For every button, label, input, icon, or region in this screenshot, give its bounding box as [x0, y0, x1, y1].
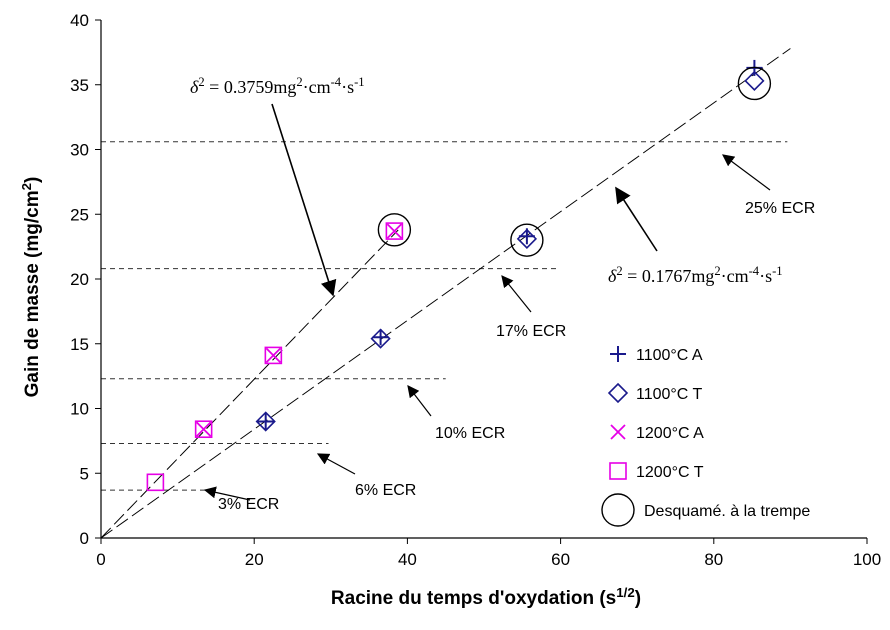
- superscript: 2: [198, 75, 204, 89]
- formula-upper: δ2 = 0.3759mg2·cm-4·s-1: [190, 75, 365, 97]
- y-tick-label: 40: [70, 11, 89, 30]
- x-stroke-2: [610, 424, 626, 440]
- diamond-marker: [516, 228, 538, 249]
- square-marker: [385, 222, 404, 240]
- y-axis-label: Gain de masse (mg/cm2): [19, 177, 44, 398]
- y-tick-label: 5: [80, 464, 89, 483]
- text-span: ): [22, 177, 43, 183]
- ecr-label: 3% ECR: [218, 496, 279, 513]
- x-tick-label: 40: [398, 550, 417, 569]
- circle-marker: [377, 213, 412, 247]
- square-marker: [609, 462, 627, 480]
- ecr-arrow: [501, 275, 532, 313]
- diamond-marker: [744, 70, 765, 91]
- x-stroke-2: [265, 347, 281, 364]
- x-tick-label: 80: [704, 550, 723, 569]
- ecr-label: 10% ECR: [435, 425, 505, 442]
- text-span: ·cm: [721, 266, 749, 286]
- formula-upper-arrow: [271, 103, 337, 297]
- square-marker: [194, 420, 213, 439]
- text-span: Racine du temps d'oxydation (s: [331, 588, 616, 609]
- x-tick-label: 100: [853, 550, 881, 569]
- legend-label: 1100°C T: [636, 386, 703, 403]
- legend-label: Desquamé. à la trempe: [644, 503, 810, 520]
- legend-label: 1100°C A: [636, 347, 703, 364]
- square-marker: [146, 473, 165, 492]
- text-span: ·s: [341, 77, 354, 97]
- x-marker: [610, 424, 626, 440]
- fit-line-1: [100, 229, 399, 539]
- superscript: 2: [296, 75, 302, 89]
- y-tick-label: 20: [70, 270, 89, 289]
- superscript: 2: [616, 264, 622, 278]
- series-plus: [257, 59, 763, 430]
- ecr-label: 25% ECR: [745, 200, 815, 217]
- series-square: [146, 222, 404, 492]
- superscript: 2: [714, 264, 720, 278]
- superscript: 2: [19, 183, 34, 190]
- series-circle: [377, 66, 772, 257]
- fit-line-2: [100, 48, 791, 539]
- text-span: δ: [608, 266, 617, 286]
- fit-lines: [100, 48, 791, 539]
- text-span: ): [635, 588, 641, 609]
- ecr-label: 17% ECR: [496, 323, 566, 340]
- square-marker: [264, 346, 283, 365]
- y-tick-label: 30: [70, 141, 89, 160]
- text-span: = 0.1767mg: [623, 266, 715, 286]
- legend: 1100°C A 1100°C T 1200°C A 1200°C T Desquamé…: [601, 346, 810, 527]
- text-span: Gain de masse (mg/cm: [22, 190, 43, 397]
- text-span: ·cm: [303, 77, 331, 97]
- superscript: -4: [331, 75, 342, 89]
- y-tick-label: 15: [70, 335, 89, 354]
- ecr-arrow: [407, 385, 432, 417]
- circle-marker: [601, 493, 635, 527]
- circle-marker: [510, 223, 544, 257]
- formula-lower-arrow: [615, 186, 658, 252]
- x-marker: [265, 347, 281, 364]
- x-stroke-2: [196, 421, 212, 437]
- diamond-marker: [370, 328, 391, 349]
- circle-marker: [737, 66, 772, 101]
- text-span: δ: [190, 77, 199, 97]
- x-marker: [386, 223, 403, 239]
- x-tick-label: 20: [245, 550, 264, 569]
- y-tick-label: 10: [70, 400, 89, 419]
- y-tick-label: 35: [70, 76, 89, 95]
- data-markers: [146, 59, 772, 492]
- superscript: -1: [354, 75, 365, 89]
- superscript: 1/2: [616, 585, 635, 600]
- legend-label: 1200°C T: [636, 464, 704, 481]
- ecr-arrow: [203, 486, 251, 501]
- legend-label: 1200°C A: [636, 425, 704, 442]
- axes: 0 5 10 15 20 25 30 35 40 0 20 40 60 80 100: [70, 11, 881, 569]
- x-tick-label: 60: [551, 550, 570, 569]
- ecr-arrow: [316, 453, 356, 475]
- x-marker: [196, 421, 212, 437]
- diamond-marker: [255, 411, 276, 432]
- superscript: -1: [772, 264, 783, 278]
- plus-marker: [372, 329, 389, 346]
- superscript: -4: [749, 264, 760, 278]
- y-tick-label: 25: [70, 205, 89, 224]
- ecr-label: 6% ECR: [355, 482, 416, 499]
- formula-lower: δ2 = 0.1767mg2·cm-4·s-1: [608, 264, 783, 286]
- ecr-arrow: [722, 154, 771, 191]
- x-tick-label: 0: [96, 550, 105, 569]
- x-stroke-2: [386, 223, 403, 239]
- series-x: [196, 223, 403, 437]
- plus-marker: [610, 346, 626, 362]
- y-tick-label: 0: [80, 529, 89, 548]
- text-span: ·s: [759, 266, 772, 286]
- plus-marker: [257, 413, 274, 430]
- text-span: = 0.3759mg: [205, 77, 297, 97]
- x-axis-label: Racine du temps d'oxydation (s1/2): [331, 585, 641, 610]
- diamond-marker: [607, 382, 629, 404]
- series-diamond: [255, 70, 765, 432]
